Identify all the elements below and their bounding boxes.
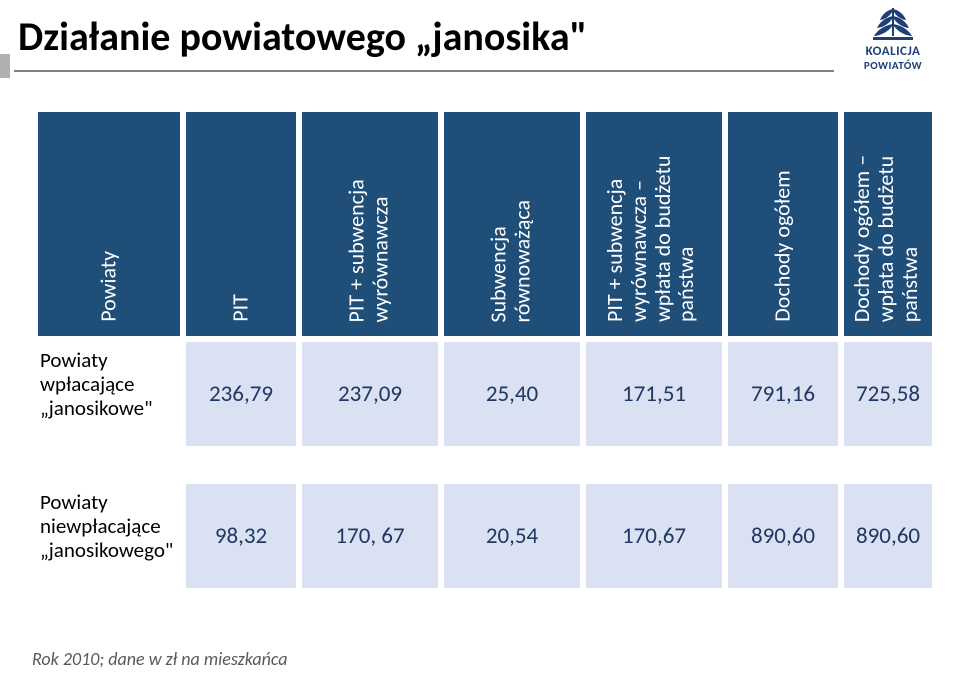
col-head-sub-rown: Subwencja równoważąca [441, 109, 583, 339]
col-head-doch-og: Dochody ogółem [725, 109, 841, 339]
row1-val-sub-rown: 25,40 [441, 339, 583, 449]
header-row: Powiaty PIT PIT + subwencja wyrównawcza … [35, 109, 935, 339]
row1-val-pit-sub-wplata: 171,51 [583, 339, 725, 449]
col-head-pit-sub-wplata: PIT + subwencja wyrównawcza – wpłata do … [583, 109, 725, 339]
col-head-pit-sub: PIT + subwencja wyrównawcza [299, 109, 441, 339]
page-title: Działanie powiatowego „janosika" [18, 12, 587, 61]
row1-val-doch-og-wplata: 725,58 [841, 339, 935, 449]
side-accent [0, 54, 10, 78]
tables-area: Powiaty PIT PIT + subwencja wyrównawcza … [32, 106, 932, 594]
footnote: Rok 2010; dane w zł na mieszkańca [32, 648, 288, 670]
row2-val-doch-og-wplata: 890,60 [841, 481, 935, 591]
row1-val-doch-og: 791,16 [725, 339, 841, 449]
table-second: Powiaty niewpłacające „janosikowego" 98,… [32, 478, 938, 594]
row1-label: Powiaty wpłacające „janosikowe" [35, 339, 183, 449]
title-underline [14, 70, 834, 72]
col-head-pit: PIT [183, 109, 299, 339]
data-row-2: Powiaty niewpłacające „janosikowego" 98,… [35, 481, 935, 591]
logo: KOALICJA POWIATÓW [841, 6, 945, 72]
row2-val-pit: 98,32 [183, 481, 299, 591]
logo-text-2: POWIATÓW [841, 59, 945, 72]
col-head-doch-og-wplata: Dochody ogółem – wpłata do budżetu państ… [841, 109, 935, 339]
row2-val-sub-rown: 20,54 [441, 481, 583, 591]
row2-val-doch-og: 890,60 [725, 481, 841, 591]
row2-val-pit-sub-wplata: 170,67 [583, 481, 725, 591]
table-main: Powiaty PIT PIT + subwencja wyrównawcza … [32, 106, 938, 452]
row1-val-pit: 236,79 [183, 339, 299, 449]
data-row-1: Powiaty wpłacające „janosikowe" 236,79 2… [35, 339, 935, 449]
logo-text-1: KOALICJA [841, 44, 945, 59]
row1-val-pit-sub: 237,09 [299, 339, 441, 449]
col-head-powiaty: Powiaty [35, 109, 183, 339]
row2-label: Powiaty niewpłacające „janosikowego" [35, 481, 183, 591]
logo-icon [868, 6, 918, 42]
row2-val-pit-sub: 170, 67 [299, 481, 441, 591]
